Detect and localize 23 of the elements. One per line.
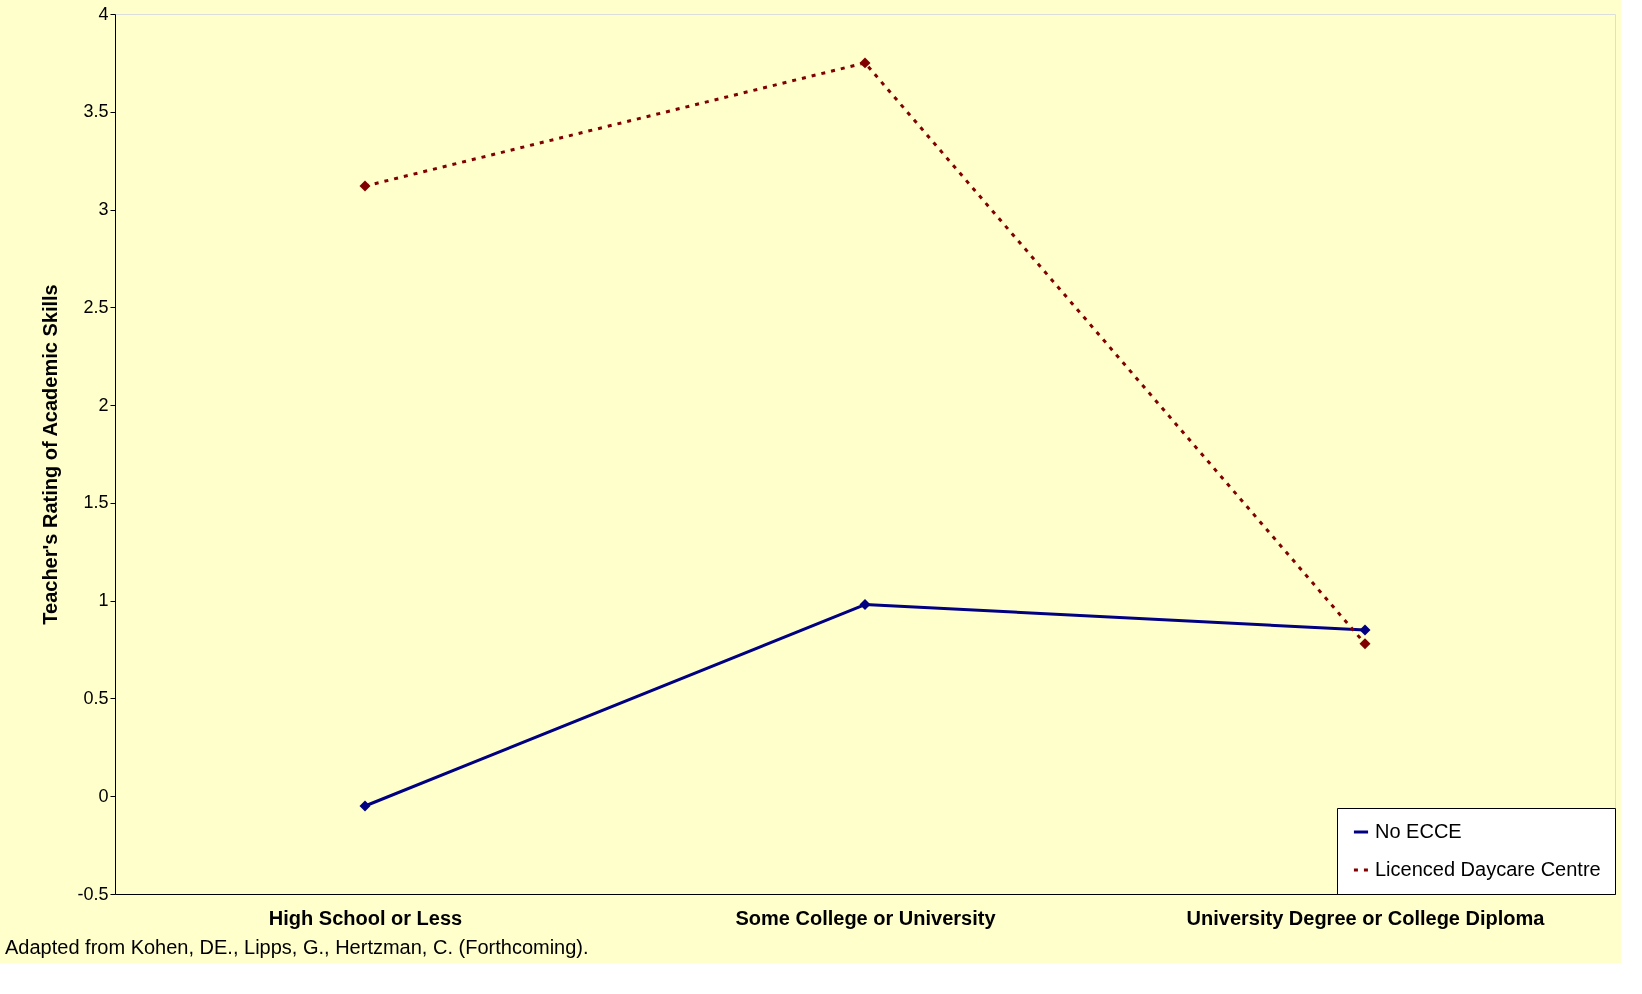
- point: [359, 800, 371, 812]
- x-tick-label: High School or Less: [268, 906, 463, 929]
- point: [859, 57, 871, 69]
- y-tick-label: 0: [98, 785, 109, 806]
- legend-label: No ECCE: [1375, 820, 1462, 842]
- y-tick-label: 3: [98, 199, 109, 220]
- text: Adapted from Kohen, DE., Lipps, G., Hertzman, C. (Forthcoming).: [5, 936, 589, 958]
- y-tick-label: -0.5: [77, 883, 109, 904]
- point: [359, 180, 371, 192]
- y-tick-label: 1: [98, 590, 109, 611]
- y-tick-label: 2: [98, 394, 109, 415]
- y-tick-label: 1.5: [83, 492, 109, 513]
- y-tick-label: 3.5: [83, 101, 109, 122]
- y-tick-label: 4: [98, 3, 109, 24]
- y-tick-label: 2.5: [83, 296, 109, 317]
- y-tick-label: 0.5: [83, 687, 109, 708]
- y-axis-title: Teacher's Rating of Academic Skills: [39, 284, 62, 625]
- point: [1359, 624, 1371, 636]
- point: [859, 599, 871, 611]
- x-tick-label: University Degree or College Diploma: [1186, 906, 1546, 929]
- legend-label: Licenced Daycare Centre: [1375, 858, 1601, 880]
- x-tick-label: Some College or University: [735, 906, 997, 929]
- point: [1359, 638, 1371, 650]
